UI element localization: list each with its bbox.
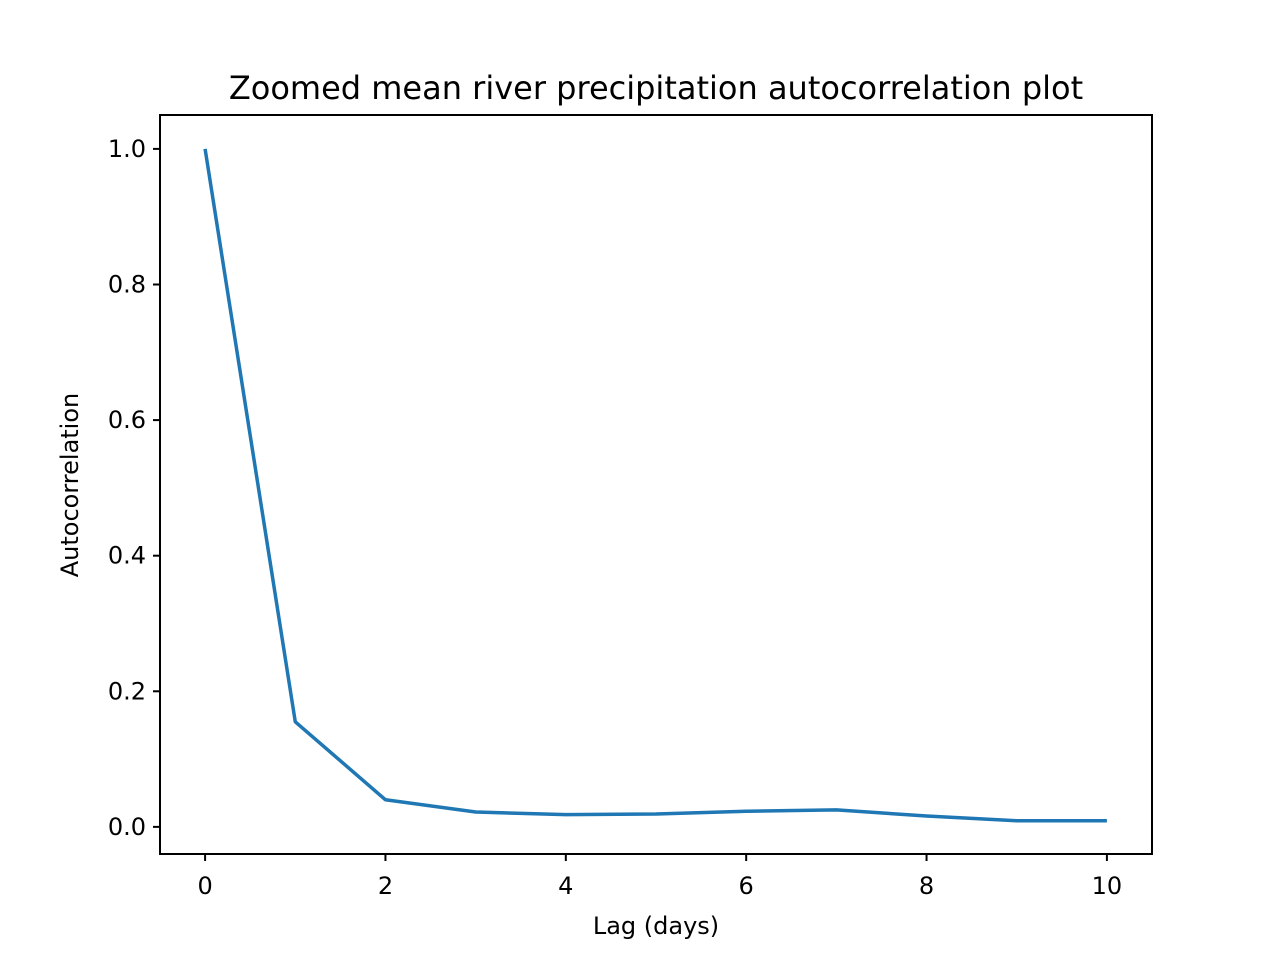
y-axis: 0.0 0.2 0.4 0.6 0.8 1.0	[108, 135, 160, 841]
x-axis: 0 2 4 6 8 10	[197, 854, 1122, 900]
x-tick-label: 6	[739, 872, 754, 900]
y-tick-label: 0.8	[108, 270, 146, 298]
x-tick-label: 4	[558, 872, 573, 900]
plot-area: 0 2 4 6 8 10 0.0 0.2 0.4 0.6 0.8 1.0	[108, 114, 1153, 900]
plot-frame	[159, 114, 1153, 855]
y-tick-label: 0.2	[108, 677, 146, 705]
y-tick-label: 0.0	[108, 813, 146, 841]
y-tick-label: 0.4	[108, 542, 146, 570]
x-tick-label: 10	[1092, 872, 1123, 900]
series-line-0	[203, 148, 1107, 823]
y-tick-label: 0.6	[108, 406, 146, 434]
x-axis-label: Lag (days)	[593, 912, 719, 940]
series-layer	[203, 148, 1107, 823]
y-tick-label: 1.0	[108, 135, 146, 163]
x-tick-label: 8	[919, 872, 934, 900]
y-axis-label: Autocorrelation	[56, 393, 84, 578]
x-tick-label: 2	[378, 872, 393, 900]
x-tick-label: 0	[197, 872, 212, 900]
chart-title: Zoomed mean river precipitation autocorr…	[229, 69, 1083, 107]
